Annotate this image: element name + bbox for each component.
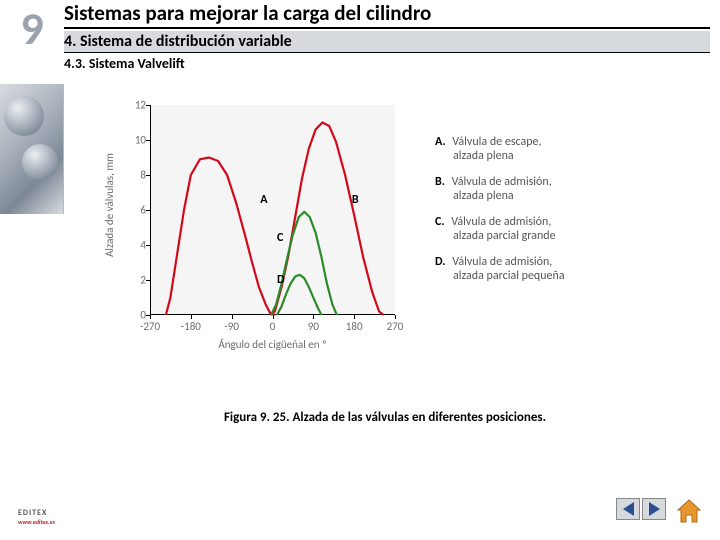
chart-legend: A. Válvula de escape,alzada plena B. Válv… <box>435 135 665 295</box>
ytick-label: 10 <box>130 134 146 147</box>
xtick-label: 0 <box>270 320 276 333</box>
ytick-label: 12 <box>130 99 146 112</box>
home-icon <box>676 498 702 524</box>
chart-curves <box>150 105 395 315</box>
xtick-label: -180 <box>181 320 201 333</box>
chapter-number: 9 <box>0 0 64 72</box>
xtick-label: -90 <box>224 320 239 333</box>
subsection-title: 4.3. Sistema Valvelift <box>64 53 710 72</box>
xtick-label: 90 <box>308 320 319 333</box>
xtick-label: 270 <box>387 320 404 333</box>
legend-item: D. Válvula de admisión,alzada parcial pe… <box>435 255 665 283</box>
ytick-label: 4 <box>130 239 146 252</box>
chart-ylabel: Alzada de válvulas, mm <box>103 153 116 257</box>
ytick-label: 6 <box>130 204 146 217</box>
section-title: 4. Sistema de distribución variable <box>64 31 710 53</box>
publisher-logo: EDITEX www.editex.es <box>18 508 55 526</box>
ytick-label: 2 <box>130 274 146 287</box>
curve-label-a: A <box>260 193 267 207</box>
ytick-label: 8 <box>130 169 146 182</box>
decorative-sidebar-image <box>0 84 64 214</box>
prev-button[interactable] <box>616 498 640 520</box>
curve-label-b: B <box>352 193 359 207</box>
chevron-left-icon <box>623 502 634 516</box>
legend-item: B. Válvula de admisión,alzada plena <box>435 175 665 203</box>
next-button[interactable] <box>642 498 666 520</box>
home-button[interactable] <box>676 498 702 524</box>
legend-item: A. Válvula de escape,alzada plena <box>435 135 665 163</box>
chevron-right-icon <box>649 502 660 516</box>
legend-item: C. Válvula de admisión,alzada parcial gr… <box>435 215 665 243</box>
xtick-label: -270 <box>140 320 160 333</box>
page-title: Sistemas para mejorar la carga del cilin… <box>64 0 710 29</box>
curve-label-d: D <box>277 273 285 287</box>
xtick-label: 180 <box>346 320 363 333</box>
chart-xlabel: Ángulo del cigüeñal en º <box>150 338 395 351</box>
curve-label-c: C <box>277 231 283 245</box>
figure-caption: Figura 9. 25. Alzada de las válvulas en … <box>75 410 695 425</box>
navigation-controls <box>616 498 702 524</box>
valve-lift-chart: Alzada de válvulas, mm Ángulo del cigüeñ… <box>95 100 415 370</box>
